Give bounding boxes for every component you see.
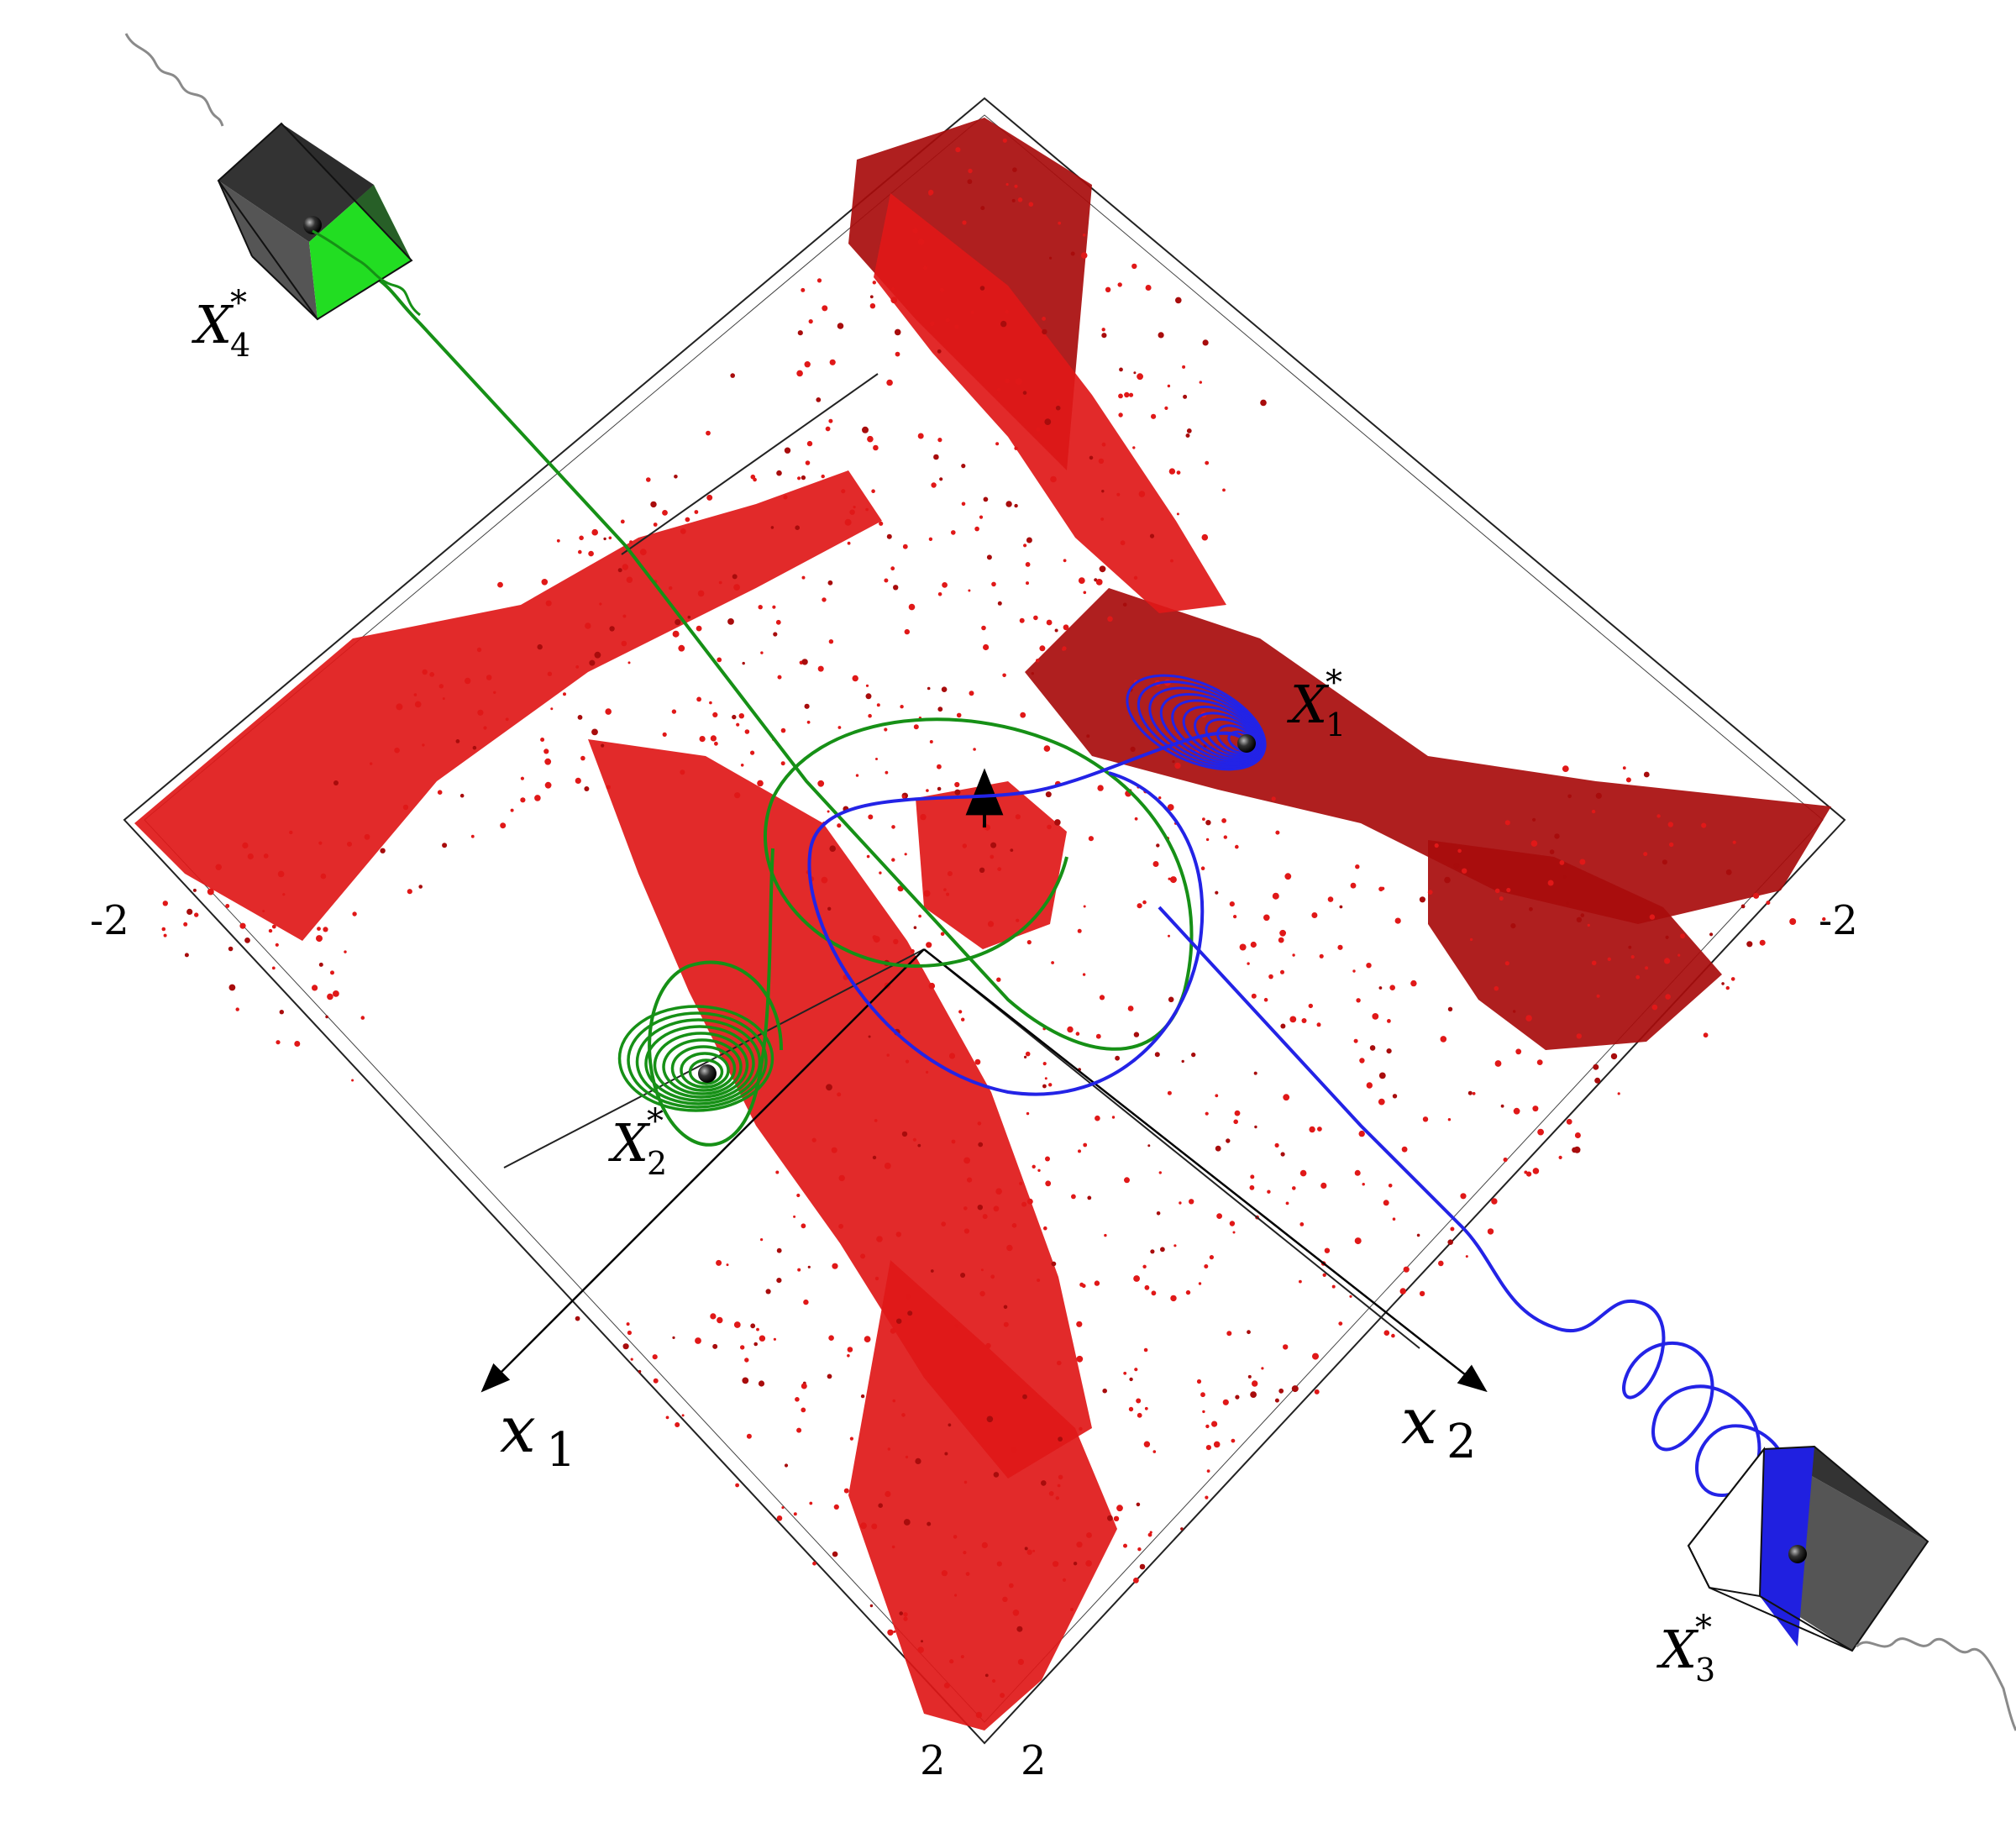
fixed-point-x2-marker xyxy=(698,1064,717,1083)
cube-x3 xyxy=(1687,1445,2016,1731)
svg-text:1: 1 xyxy=(546,1423,576,1478)
svg-text:3: 3 xyxy=(1695,1652,1715,1689)
label-x1-star: X 1 * xyxy=(1287,664,1346,743)
x1-axis-label: x 1 xyxy=(500,1392,576,1478)
svg-text:4: 4 xyxy=(230,327,250,364)
blue-spiral-x1 xyxy=(1126,674,1267,771)
right-tick-label: -2 xyxy=(1819,897,1858,944)
svg-text:x: x xyxy=(1401,1384,1437,1458)
label-x4-star: X 4 * xyxy=(192,284,250,364)
svg-text:X: X xyxy=(608,1112,651,1174)
svg-text:*: * xyxy=(1326,664,1342,702)
left-tick-label: -2 xyxy=(90,897,129,944)
svg-text:*: * xyxy=(1695,1609,1712,1647)
svg-text:2: 2 xyxy=(647,1145,667,1182)
svg-text:X: X xyxy=(1287,674,1330,735)
svg-text:*: * xyxy=(230,284,247,323)
svg-text:1: 1 xyxy=(1326,706,1346,743)
cube-x4 xyxy=(124,33,421,321)
svg-text:X: X xyxy=(192,294,234,355)
trajectory-green xyxy=(368,271,1194,1147)
svg-text:x: x xyxy=(500,1392,536,1467)
fixed-point-x1-marker xyxy=(1237,734,1256,753)
svg-text:*: * xyxy=(647,1102,664,1141)
label-x2-star: X 2 * xyxy=(608,1102,667,1182)
x2-axis xyxy=(923,948,1488,1393)
label-x3-star: X 3 * xyxy=(1656,1609,1715,1689)
x2-axis-label: x 2 xyxy=(1401,1384,1477,1469)
basin-point-cloud xyxy=(134,118,1831,1731)
bottom-tick-label-right: 2 xyxy=(1021,1737,1047,1784)
x1-axis xyxy=(480,948,925,1393)
trajectory-blue xyxy=(807,731,1782,1498)
green-spiral-x2 xyxy=(617,1005,774,1112)
svg-text:X: X xyxy=(1656,1619,1699,1680)
svg-text:2: 2 xyxy=(1446,1415,1477,1469)
bottom-tick-label-left: 2 xyxy=(920,1737,946,1784)
